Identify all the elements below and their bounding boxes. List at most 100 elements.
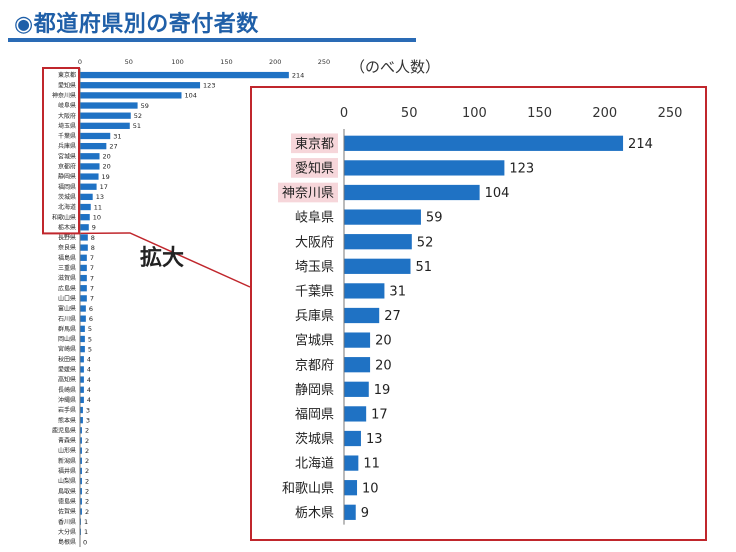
bar	[80, 498, 82, 505]
bar	[80, 325, 85, 332]
bar	[80, 102, 138, 109]
bar	[80, 488, 82, 495]
category-label: 北海道	[58, 203, 76, 211]
value-label: 5	[88, 335, 92, 343]
category-label: 大分県	[58, 528, 76, 536]
value-label: 31	[389, 284, 406, 299]
bar	[80, 203, 91, 211]
bar	[80, 508, 82, 515]
bar	[80, 295, 87, 302]
bar	[80, 142, 107, 150]
bar	[80, 264, 87, 272]
value-label: 1	[84, 518, 88, 526]
category-label: 鹿児島県	[52, 426, 76, 434]
bar	[344, 504, 356, 520]
value-label: 123	[509, 161, 534, 176]
bar	[344, 160, 505, 176]
value-label: 17	[371, 407, 388, 422]
bar	[80, 244, 88, 251]
value-label: 214	[292, 71, 304, 79]
category-label: 栃木県	[295, 506, 334, 521]
label-highlight	[291, 133, 338, 154]
value-label: 2	[85, 447, 89, 455]
bar	[80, 447, 82, 454]
category-label: 埼玉県	[58, 122, 76, 130]
bar	[80, 234, 88, 241]
bar	[80, 437, 82, 444]
bar	[80, 467, 82, 475]
value-label: 20	[375, 358, 392, 373]
category-label: 京都府	[295, 358, 334, 373]
category-label: 富山県	[58, 305, 76, 313]
title-underline	[8, 38, 416, 42]
category-label: 愛知県	[295, 160, 334, 176]
x-tick-label: 150	[527, 106, 552, 121]
bar	[80, 345, 85, 353]
value-label: 11	[363, 457, 380, 472]
value-label: 27	[384, 309, 401, 324]
bar	[344, 184, 480, 201]
bar	[344, 258, 411, 274]
value-label: 9	[361, 506, 369, 521]
category-label: 兵庫県	[58, 142, 76, 150]
category-label: 和歌山県	[52, 213, 76, 221]
bar	[80, 274, 87, 282]
bar	[80, 305, 86, 312]
x-tick-label: 50	[401, 106, 418, 121]
category-label: 福井県	[58, 467, 76, 475]
value-label: 31	[113, 132, 121, 140]
category-label: 長野県	[58, 234, 76, 242]
value-label: 2	[85, 508, 89, 516]
category-label: 宮城県	[295, 333, 334, 349]
category-label: 静岡県	[295, 383, 334, 398]
category-label: 奈良県	[58, 244, 76, 252]
bar	[80, 366, 84, 373]
value-label: 20	[103, 163, 111, 171]
value-label: 4	[87, 356, 91, 364]
value-label: 59	[426, 211, 443, 226]
category-label: 静岡県	[58, 173, 76, 181]
zoomed-bar-chart: 0 50 100 150 200 250 東京都 214 愛知県 123 神奈川県 104 岐阜県 59 大…	[278, 106, 682, 525]
category-label: 栃木県	[58, 223, 76, 231]
category-label: 新潟県	[58, 457, 76, 465]
category-label: 福岡県	[58, 183, 76, 191]
category-label: 佐賀県	[58, 508, 76, 516]
value-label: 4	[87, 386, 91, 394]
bar	[344, 332, 371, 348]
x-tick-label: 0	[340, 106, 348, 121]
label-highlight	[278, 182, 338, 203]
value-label: 7	[90, 274, 94, 282]
highlight-box	[42, 67, 80, 235]
value-label: 2	[85, 488, 89, 496]
bar	[80, 214, 90, 221]
category-label: 大阪府	[58, 112, 76, 120]
value-label: 7	[90, 285, 94, 293]
x-tick-label: 100	[462, 106, 487, 121]
category-label: 岐阜県	[295, 210, 334, 226]
value-label: 2	[85, 427, 89, 435]
page-title: ◉都道府県別の寄付者数	[14, 12, 259, 37]
value-label: 2	[85, 437, 89, 445]
category-label: 島根県	[58, 538, 76, 546]
bar	[80, 396, 84, 404]
value-label: 2	[85, 457, 89, 465]
x-tick-label: 50	[125, 58, 133, 66]
bar	[80, 406, 83, 414]
value-label: 7	[90, 254, 94, 262]
category-label: 和歌山県	[282, 481, 334, 496]
x-tick-label: 250	[318, 58, 330, 66]
bar	[80, 417, 83, 424]
bar	[80, 427, 82, 434]
x-tick-label: 100	[171, 58, 183, 66]
category-label: 岡山県	[58, 335, 76, 343]
value-label: 51	[416, 260, 433, 275]
value-label: 214	[628, 137, 653, 152]
value-label: 3	[86, 416, 90, 424]
connector-line	[78, 232, 251, 288]
bar	[80, 193, 93, 201]
value-label: 8	[91, 234, 95, 242]
value-label: 6	[89, 305, 93, 313]
value-label: 51	[133, 122, 141, 130]
category-label: 香川県	[58, 518, 76, 526]
